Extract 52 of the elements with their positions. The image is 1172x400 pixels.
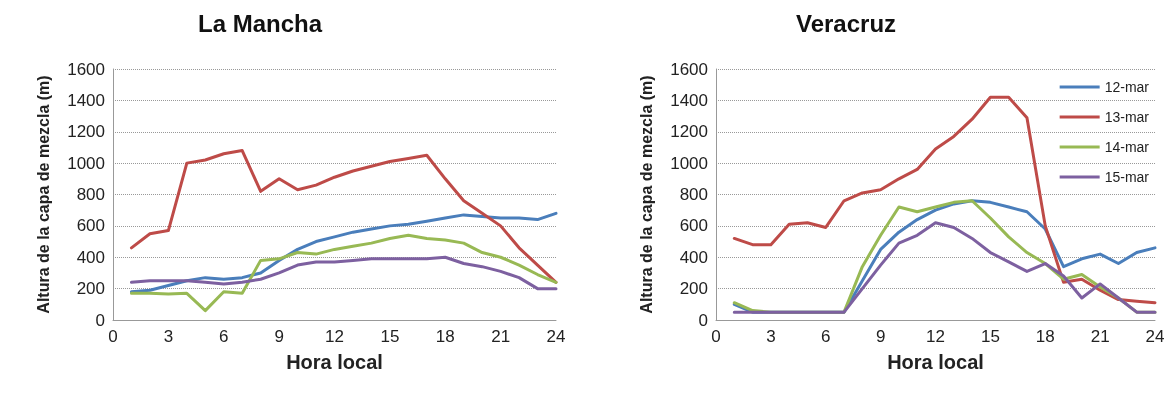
y-tick-label: 400 [679,247,708,267]
chart-title: La Mancha [197,9,323,37]
x-axis-title: Hora local [286,351,383,373]
y-tick-label: 600 [76,216,105,236]
chart-title: Veracruz [795,9,897,37]
line-series [732,95,1157,305]
line-series [129,211,558,294]
legend-label: 12-mar [1104,79,1150,95]
x-tick-label: 15 [380,327,400,346]
line-series [129,233,558,313]
y-tick-label: 400 [76,247,105,267]
y-tick-label: 0 [698,310,708,330]
legend-label: 15-mar [1104,169,1150,185]
y-tick-label: 1200 [670,122,708,142]
x-tick-label: 21 [1090,327,1110,346]
x-axis-title: Hora local [887,351,984,373]
y-tick-label: 1600 [67,59,105,79]
x-tick-label: 3 [766,327,776,346]
y-tick-label: 1600 [670,59,708,79]
x-tick-label: 12 [325,327,344,346]
x-tick-label: 21 [491,327,511,346]
x-tick-label: 6 [821,327,831,346]
y-tick-label: 1200 [67,122,105,142]
y-axis-title: Altura de la capa de mezcla (m) [637,75,655,314]
x-tick-label: 18 [1035,327,1055,346]
x-tick-label: 9 [274,327,284,346]
x-tick-label: 12 [926,327,945,346]
x-tick-label: 24 [1145,327,1165,346]
x-tick-label: 18 [435,327,455,346]
y-tick-label: 800 [76,185,105,204]
y-tick-label: 1000 [67,153,105,173]
x-tick-label: 15 [980,327,1000,346]
y-axis-title: Altura de la capa de mezcla (m) [34,75,52,314]
y-tick-label: 0 [95,310,105,330]
y-tick-label: 600 [679,216,708,236]
y-tick-label: 1000 [670,153,708,173]
y-tick-label: 200 [679,279,708,299]
y-tick-label: 1400 [67,90,105,110]
x-tick-label: 6 [219,327,229,346]
line-series [129,255,558,291]
x-tick-label: 0 [108,327,118,346]
x-tick-label: 9 [875,327,886,346]
line-series [732,221,1157,314]
legend-label: 14-mar [1104,139,1150,155]
line-series [129,149,558,284]
x-tick-label: 24 [546,327,566,346]
legend-label: 13-mar [1104,109,1150,125]
x-tick-label: 3 [163,327,174,346]
y-tick-label: 1400 [670,90,708,110]
x-tick-label: 0 [711,327,721,346]
y-tick-label: 800 [679,185,708,204]
y-tick-label: 200 [76,279,105,299]
